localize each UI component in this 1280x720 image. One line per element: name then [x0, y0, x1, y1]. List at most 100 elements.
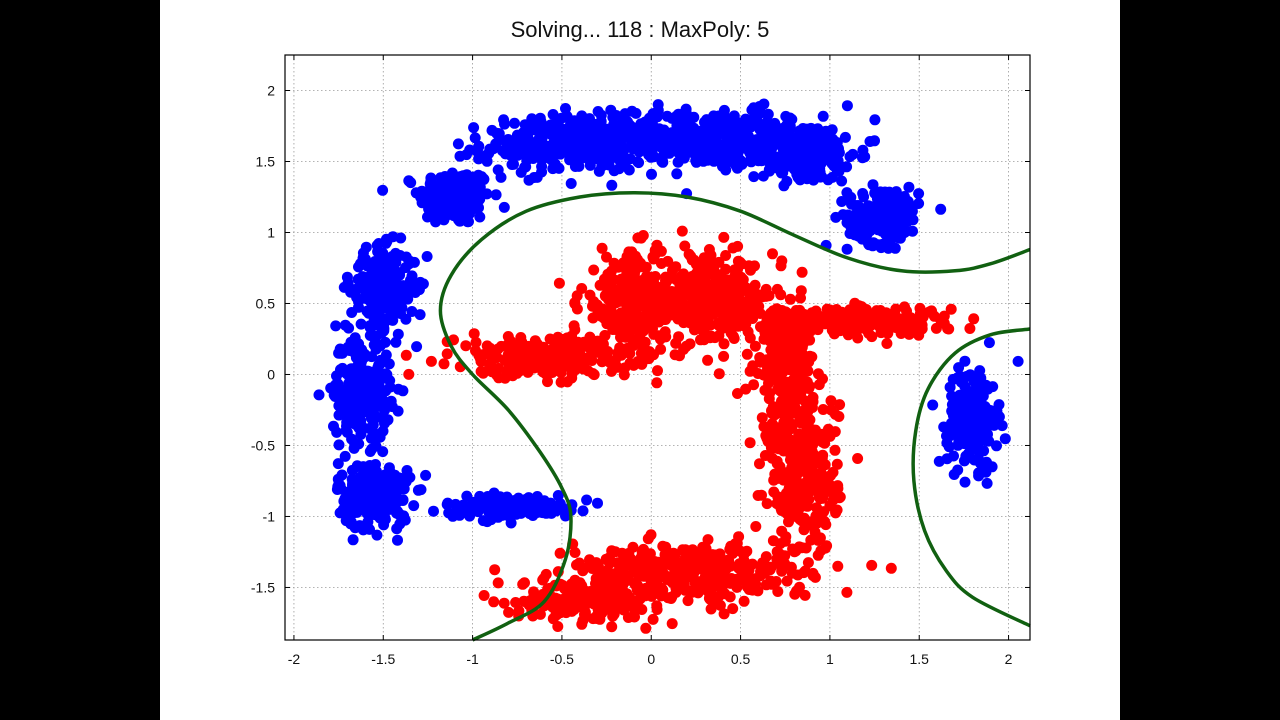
blue-point [345, 336, 357, 348]
blue-point [400, 313, 412, 325]
blue-point [474, 211, 486, 223]
red-point [646, 315, 658, 327]
red-point [441, 348, 453, 360]
red-point [771, 309, 783, 321]
blue-point [845, 220, 857, 232]
scatter-plot: -2 -1.5 -1 -0.5 0 0.5 1 1.5 2 2 1.5 1 0.5 0 -0.5 -1 -1.5 [251, 54, 1031, 667]
blue-point [693, 142, 705, 154]
blue-point [392, 328, 404, 340]
red-point [812, 549, 824, 561]
red-point [697, 541, 709, 553]
red-point [810, 510, 822, 522]
blue-point [953, 400, 965, 412]
red-point [705, 296, 717, 308]
blue-point [794, 174, 806, 186]
blue-point [841, 243, 853, 255]
blue-point [544, 153, 556, 165]
red-point [767, 357, 779, 369]
blue-point [397, 280, 409, 292]
red-point [793, 442, 805, 454]
red-point [561, 376, 573, 388]
blue-point [781, 119, 793, 131]
blue-point [831, 137, 843, 149]
x-tick-label: -0.5 [550, 651, 574, 667]
red-point [551, 337, 563, 349]
blue-point [436, 173, 447, 185]
blue-point [708, 155, 720, 167]
blue-point [392, 534, 403, 546]
blue-point [553, 162, 565, 174]
red-point [822, 423, 834, 435]
red-point [620, 331, 632, 343]
red-point [829, 444, 841, 456]
red-point [795, 292, 806, 304]
red-point [571, 346, 583, 358]
red-point [570, 363, 582, 375]
blue-point [613, 163, 625, 175]
red-point [569, 590, 581, 602]
blue-point [769, 133, 780, 145]
red-point [587, 587, 599, 599]
red-point [760, 551, 772, 563]
blue-point [952, 423, 964, 435]
blue-point [753, 153, 765, 165]
blue-point [451, 188, 463, 200]
blue-point [384, 261, 396, 273]
red-point [807, 391, 819, 403]
blue-point [411, 341, 423, 353]
blue-point [707, 131, 719, 143]
y-tick-label: 2 [267, 82, 275, 98]
red-point [772, 491, 784, 503]
red-point [807, 567, 819, 579]
blue-point [778, 180, 790, 192]
red-point [588, 264, 600, 276]
blue-point [490, 189, 502, 201]
blue-point [898, 209, 910, 221]
blue-point [758, 98, 770, 110]
blue-point [362, 501, 374, 513]
red-point [786, 567, 798, 579]
blue-point [961, 370, 973, 382]
blue-point [355, 414, 367, 426]
red-point [704, 588, 715, 600]
blue-point [497, 504, 509, 516]
red-point [400, 349, 412, 361]
red-point [623, 547, 635, 559]
red-point [641, 292, 653, 304]
blue-point [386, 310, 398, 322]
red-point [776, 407, 788, 419]
blue-point [952, 464, 964, 476]
blue-point [420, 469, 432, 481]
red-point [702, 354, 714, 366]
blue-point [879, 224, 891, 236]
blue-point [360, 284, 372, 296]
red-point [684, 338, 696, 350]
blue-point [764, 165, 775, 177]
red-point [438, 358, 450, 370]
blue-point [415, 484, 427, 496]
red-point [705, 603, 717, 615]
blue-point [596, 148, 608, 160]
blue-point [596, 160, 608, 172]
red-point [811, 316, 823, 328]
blue-point [630, 131, 642, 143]
blue-point [383, 358, 395, 370]
blue-point [375, 282, 386, 293]
blue-point [371, 529, 383, 541]
red-point [744, 332, 756, 344]
blue-point [408, 500, 420, 512]
blue-point [593, 139, 605, 151]
blue-point [406, 306, 418, 317]
blue-point [811, 129, 823, 141]
red-point [660, 271, 672, 283]
red-point [569, 298, 581, 310]
blue-point [501, 494, 513, 506]
red-point [517, 578, 529, 590]
red-point [655, 343, 667, 355]
red-point [600, 553, 612, 565]
red-point [853, 300, 865, 312]
red-point [725, 573, 737, 584]
blue-point [639, 116, 651, 128]
blue-point [469, 185, 481, 197]
blue-point [913, 198, 925, 209]
